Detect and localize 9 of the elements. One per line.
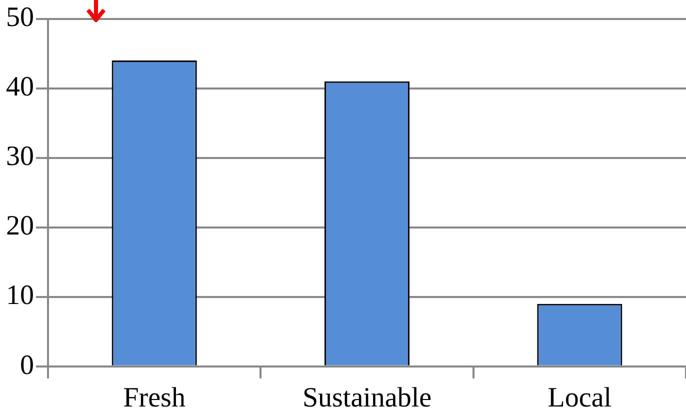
y-tick-label: 20 (6, 210, 34, 242)
y-tick-label: 50 (6, 2, 34, 34)
y-tick-label: 40 (6, 72, 34, 103)
y-tick-label: 10 (6, 280, 34, 312)
y-tick-label: 30 (6, 141, 34, 172)
x-tick-label: Fresh (123, 382, 186, 414)
y-tick-label: 0 (20, 350, 34, 381)
x-tick-label: Local (548, 382, 612, 414)
x-tick-label: Sustainable (302, 382, 432, 414)
